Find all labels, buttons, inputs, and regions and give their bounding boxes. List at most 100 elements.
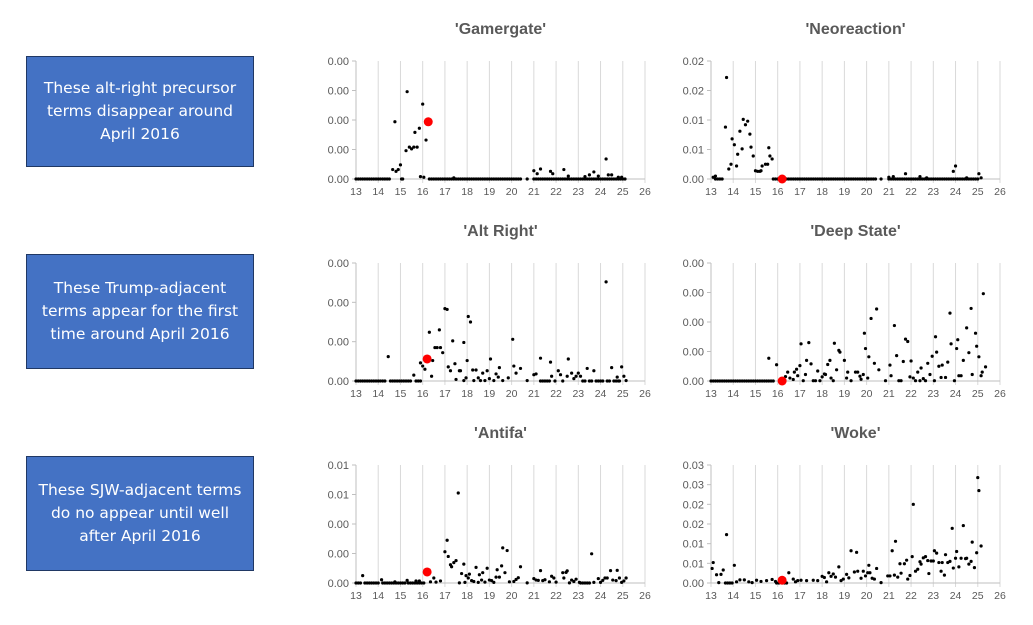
data-point xyxy=(598,580,603,585)
data-point xyxy=(551,172,555,176)
data-point xyxy=(487,177,491,181)
data-point xyxy=(548,360,553,364)
data-point xyxy=(462,562,466,566)
data-point xyxy=(867,563,871,567)
data-point xyxy=(969,177,973,181)
data-point xyxy=(512,579,516,584)
data-point xyxy=(952,379,957,383)
data-point xyxy=(492,379,496,383)
data-point xyxy=(538,167,543,171)
y-tick-label: 0.00 xyxy=(328,297,349,309)
data-point xyxy=(786,370,790,374)
data-point xyxy=(809,362,813,366)
x-tick-label: 25 xyxy=(972,186,984,198)
data-point xyxy=(395,379,399,383)
data-point xyxy=(385,177,389,181)
data-point xyxy=(393,580,397,584)
data-point xyxy=(838,177,842,181)
data-point xyxy=(911,376,915,380)
data-point xyxy=(933,335,938,339)
data-point xyxy=(801,379,805,383)
data-point xyxy=(950,526,954,530)
y-tick-label: 0.00 xyxy=(328,56,349,68)
data-point xyxy=(730,581,734,585)
data-point xyxy=(379,578,384,582)
data-point xyxy=(550,574,554,578)
data-point xyxy=(902,562,907,566)
data-point xyxy=(434,580,438,584)
x-tick-label: 17 xyxy=(439,388,451,400)
data-point xyxy=(959,556,963,560)
data-point xyxy=(414,579,418,583)
x-tick-label: 24 xyxy=(595,590,607,602)
data-point xyxy=(788,376,792,380)
x-tick-label: 23 xyxy=(572,590,584,602)
data-point xyxy=(977,355,981,359)
data-point xyxy=(731,379,735,383)
y-tick-label: 0.03 xyxy=(683,480,704,492)
data-point xyxy=(465,358,469,363)
data-point xyxy=(620,365,624,369)
data-point xyxy=(577,580,582,585)
data-point xyxy=(969,559,973,563)
data-point xyxy=(535,172,539,176)
data-point xyxy=(587,173,592,177)
data-point xyxy=(728,581,732,585)
data-point xyxy=(616,175,620,179)
data-point xyxy=(422,175,426,179)
data-point xyxy=(423,367,427,371)
data-point xyxy=(587,177,592,181)
data-point xyxy=(505,548,509,553)
data-point xyxy=(953,556,958,560)
data-point xyxy=(574,577,578,581)
annotation-text: These Trump-adjacent terms appear for th… xyxy=(41,279,239,343)
y-tick-label: 0.00 xyxy=(683,258,704,270)
data-point xyxy=(561,177,565,181)
data-point xyxy=(724,533,729,537)
data-point xyxy=(383,581,387,585)
data-point xyxy=(385,581,389,585)
x-tick-label: 20 xyxy=(861,388,873,400)
data-point xyxy=(574,374,578,378)
data-point xyxy=(969,306,973,311)
data-point xyxy=(889,177,893,181)
y-tick-label: 0.01 xyxy=(683,558,704,570)
x-tick-label: 24 xyxy=(950,590,962,602)
data-point xyxy=(811,177,815,181)
data-point xyxy=(532,177,536,181)
annotation-text: These alt-right precursor terms disappea… xyxy=(43,79,237,143)
data-point xyxy=(833,177,838,181)
data-point xyxy=(518,366,523,371)
data-point xyxy=(428,580,433,584)
data-point xyxy=(435,345,439,350)
data-point xyxy=(967,351,971,355)
highlight-point-april-2016 xyxy=(777,376,787,386)
x-tick-label: 18 xyxy=(816,186,828,198)
data-point xyxy=(365,581,369,585)
data-point xyxy=(585,177,589,181)
data-point xyxy=(929,177,933,181)
data-point xyxy=(612,379,616,383)
data-point xyxy=(798,364,802,368)
data-point xyxy=(449,565,454,569)
data-point xyxy=(892,323,897,328)
data-point xyxy=(492,580,496,585)
data-point xyxy=(951,177,955,181)
chart-title: 'Alt Right' xyxy=(463,223,537,240)
data-point xyxy=(354,177,358,181)
data-point xyxy=(611,578,615,582)
data-point xyxy=(868,571,872,575)
data-point xyxy=(970,540,974,544)
data-point xyxy=(548,169,553,173)
data-point xyxy=(975,551,979,555)
x-tick-label: 16 xyxy=(417,186,429,198)
data-point xyxy=(507,177,511,181)
data-point xyxy=(749,145,753,149)
data-point xyxy=(376,379,380,383)
data-point xyxy=(478,379,483,383)
data-point xyxy=(472,379,476,383)
data-point xyxy=(865,177,869,181)
data-point xyxy=(518,565,523,569)
data-point xyxy=(724,379,729,383)
data-point xyxy=(791,177,795,181)
